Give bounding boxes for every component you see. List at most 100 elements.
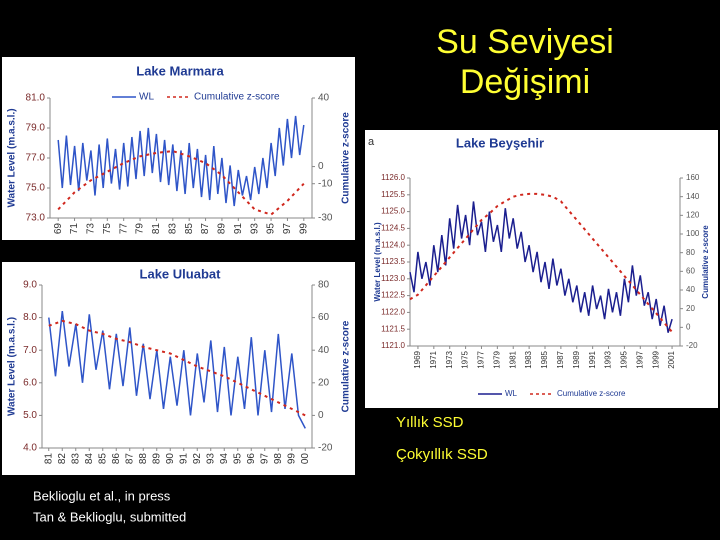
- y-tick-label: 6.0: [23, 377, 37, 388]
- x-tick-label: 91: [178, 453, 189, 465]
- x-tick-label: 93: [249, 223, 260, 235]
- annotation: a: [368, 136, 375, 148]
- slide-title: Su Seviyesi: [436, 23, 614, 61]
- panel: [2, 262, 355, 475]
- x-tick-label: 73: [86, 223, 97, 235]
- series-line: [409, 201, 673, 333]
- y2-tick-label: 100: [686, 229, 700, 238]
- y2-tick-label: 0: [318, 410, 324, 421]
- slide-title: Değişimi: [460, 63, 590, 101]
- y-tick-label: 77.0: [26, 153, 46, 164]
- x-tick-label: 2001: [667, 350, 676, 368]
- y2-tick-label: 120: [686, 210, 700, 219]
- y-tick-label: 8.0: [23, 312, 37, 323]
- x-tick-label: 98: [273, 453, 284, 465]
- x-tick-label: 1987: [556, 350, 565, 368]
- x-tick-label: 1991: [588, 350, 597, 368]
- y2-tick-label: 0: [318, 161, 324, 172]
- x-tick-label: 1973: [445, 350, 454, 368]
- x-tick-label: 85: [184, 223, 195, 235]
- y2-tick-label: -20: [686, 341, 698, 350]
- x-tick-label: 94: [219, 453, 230, 465]
- y-tick-label: 1121.5: [381, 324, 405, 333]
- x-tick-label: 1975: [461, 350, 470, 368]
- bullet: Yıllık SSD: [396, 414, 464, 431]
- x-tick-label: 81: [151, 223, 162, 235]
- y-tick-label: 75.0: [26, 183, 46, 194]
- x-tick-label: 1997: [635, 350, 644, 368]
- legend-label: Cumulative z-score: [194, 92, 280, 103]
- x-tick-label: 83: [70, 453, 81, 465]
- x-tick-label: 91: [233, 223, 244, 235]
- x-tick-label: 1979: [492, 350, 501, 368]
- x-tick-label: 99: [286, 453, 297, 465]
- y-tick-label: 1123.5: [381, 257, 405, 266]
- y-tick-label: 1123.0: [381, 274, 405, 283]
- x-tick-label: 1971: [429, 350, 438, 368]
- y2-tick-label: -30: [318, 213, 333, 224]
- legend-label: WL: [139, 92, 154, 103]
- chart-title: Lake Uluabat: [140, 266, 222, 281]
- x-tick-label: 1999: [651, 350, 660, 368]
- y2-tick-label: 40: [318, 345, 330, 356]
- chart-title: Lake Beyşehir: [456, 135, 544, 150]
- x-tick-label: 77: [118, 223, 129, 235]
- series-line: [48, 319, 306, 417]
- x-tick-label: 1983: [524, 350, 533, 368]
- x-tick-label: 87: [124, 453, 135, 465]
- y2-axis-label: Cumulative z-score: [341, 112, 352, 204]
- y2-tick-label: -10: [318, 178, 333, 189]
- x-tick-label: 89: [217, 223, 228, 235]
- y-tick-label: 5.0: [23, 410, 37, 421]
- panel: [2, 57, 355, 240]
- y-tick-label: 1125.5: [381, 190, 405, 199]
- y-tick-label: 1124.5: [381, 224, 405, 233]
- series-line: [48, 311, 306, 429]
- x-tick-label: 81: [43, 453, 54, 465]
- x-tick-label: 83: [167, 223, 178, 235]
- chart-title: Lake Marmara: [136, 63, 224, 78]
- x-tick-label: 95: [266, 223, 277, 235]
- x-tick-label: 1993: [604, 350, 613, 368]
- x-tick-label: 79: [135, 223, 146, 235]
- y-tick-label: 7.0: [23, 345, 37, 356]
- x-tick-label: 1977: [477, 350, 486, 368]
- y2-tick-label: 20: [318, 377, 330, 388]
- y2-tick-label: 160: [686, 173, 700, 182]
- x-tick-label: 95: [232, 453, 243, 465]
- y2-tick-label: 60: [686, 266, 695, 275]
- y-tick-label: 4.0: [23, 443, 37, 454]
- y-tick-label: 81.0: [26, 93, 46, 104]
- y2-tick-label: 40: [686, 285, 695, 294]
- x-tick-label: 99: [298, 223, 309, 235]
- series-line: [57, 115, 305, 207]
- x-tick-label: 96: [246, 453, 257, 465]
- y-tick-label: 1121.0: [381, 341, 405, 350]
- x-tick-label: 1981: [508, 350, 517, 368]
- x-tick-label: 86: [111, 453, 122, 465]
- x-tick-label: 92: [192, 453, 203, 465]
- x-tick-label: 1989: [572, 350, 581, 368]
- x-tick-label: 85: [97, 453, 108, 465]
- citation: Beklioglu et al., in press: [33, 488, 171, 503]
- y2-axis-label: Cumulative z-score: [701, 225, 710, 299]
- y2-tick-label: 80: [686, 248, 695, 257]
- x-tick-label: 90: [165, 453, 176, 465]
- x-tick-label: 69: [53, 223, 64, 235]
- y2-tick-label: -20: [318, 443, 333, 454]
- y-tick-label: 79.0: [26, 123, 46, 134]
- x-tick-label: 1995: [620, 350, 629, 368]
- x-tick-label: 88: [138, 453, 149, 465]
- x-tick-label: 89: [151, 453, 162, 465]
- y2-tick-label: 60: [318, 312, 330, 323]
- legend-label: WL: [505, 389, 518, 398]
- y-tick-label: 1125.0: [381, 207, 405, 216]
- x-tick-label: 93: [205, 453, 216, 465]
- x-tick-label: 84: [84, 453, 95, 465]
- x-tick-label: 75: [102, 223, 113, 235]
- x-tick-label: 87: [200, 223, 211, 235]
- y-tick-label: 1124.0: [381, 240, 405, 249]
- y-axis-label: Water Level (m.a.s.l.): [7, 108, 18, 207]
